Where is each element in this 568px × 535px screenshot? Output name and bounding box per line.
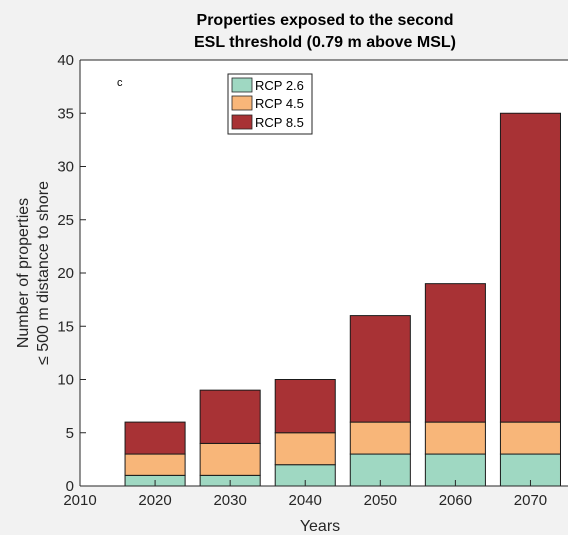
x-tick-label: 2070 xyxy=(514,492,547,509)
x-axis-label: Years xyxy=(300,518,340,535)
x-tick-label: 2020 xyxy=(138,492,171,509)
y-tick-label: 5 xyxy=(66,425,74,442)
bar-rcp85-2030 xyxy=(199,389,261,444)
bar-rcp45-2020 xyxy=(124,453,186,476)
legend-swatch-rcp85 xyxy=(231,114,253,130)
bar-rcp85-2060 xyxy=(424,283,486,423)
legend-swatch-rcp45 xyxy=(231,95,253,111)
bar-rcp85-2070 xyxy=(499,112,561,423)
bar-rcp85-2050 xyxy=(349,315,411,423)
y-axis-label-line1: Number of properties xyxy=(15,198,32,348)
y-tick-label: 15 xyxy=(57,318,74,335)
legend: RCP 2.6 RCP 4.5 RCP 8.5 xyxy=(227,73,313,135)
x-tick-label: 2040 xyxy=(289,492,322,509)
y-ticks: 0 5 10 15 20 25 30 35 40 xyxy=(57,52,86,495)
bar-rcp85-2040 xyxy=(274,379,336,434)
bar-rcp45-2060 xyxy=(424,421,486,455)
y-axis-label-line2: ≤ 500 m distance to shore xyxy=(35,181,52,365)
y-tick-label: 35 xyxy=(57,105,74,122)
x-tick-label: 2050 xyxy=(364,492,397,509)
x-tick-label: 2060 xyxy=(439,492,472,509)
y-tick-label: 30 xyxy=(57,159,74,176)
y-tick-label: 40 xyxy=(57,52,74,69)
chart-title: Properties exposed to the second xyxy=(197,12,454,29)
bar-rcp45-2030 xyxy=(199,442,261,476)
legend-swatch-rcp26 xyxy=(231,77,253,93)
bar-rcp45-2050 xyxy=(349,421,411,455)
y-tick-label: 0 xyxy=(66,478,74,495)
legend-label-rcp26: RCP 2.6 xyxy=(255,78,304,93)
panel-label: c xyxy=(117,77,123,89)
y-tick-label: 25 xyxy=(57,212,74,229)
x-tick-label: 2030 xyxy=(213,492,246,509)
bar-rcp45-2040 xyxy=(274,432,336,466)
x-tick-label: 2010 xyxy=(63,492,96,509)
legend-label-rcp45: RCP 4.5 xyxy=(255,96,304,111)
legend-label-rcp85: RCP 8.5 xyxy=(255,115,304,130)
x-ticks: 2010 2020 2030 2040 2050 2060 2070 xyxy=(63,480,547,509)
bar-rcp45-2070 xyxy=(499,421,561,455)
bar-rcp85-2020 xyxy=(124,421,186,455)
y-tick-label: 20 xyxy=(57,265,74,282)
chart-subtitle: ESL threshold (0.79 m above MSL) xyxy=(194,34,456,51)
y-tick-label: 10 xyxy=(57,372,74,389)
